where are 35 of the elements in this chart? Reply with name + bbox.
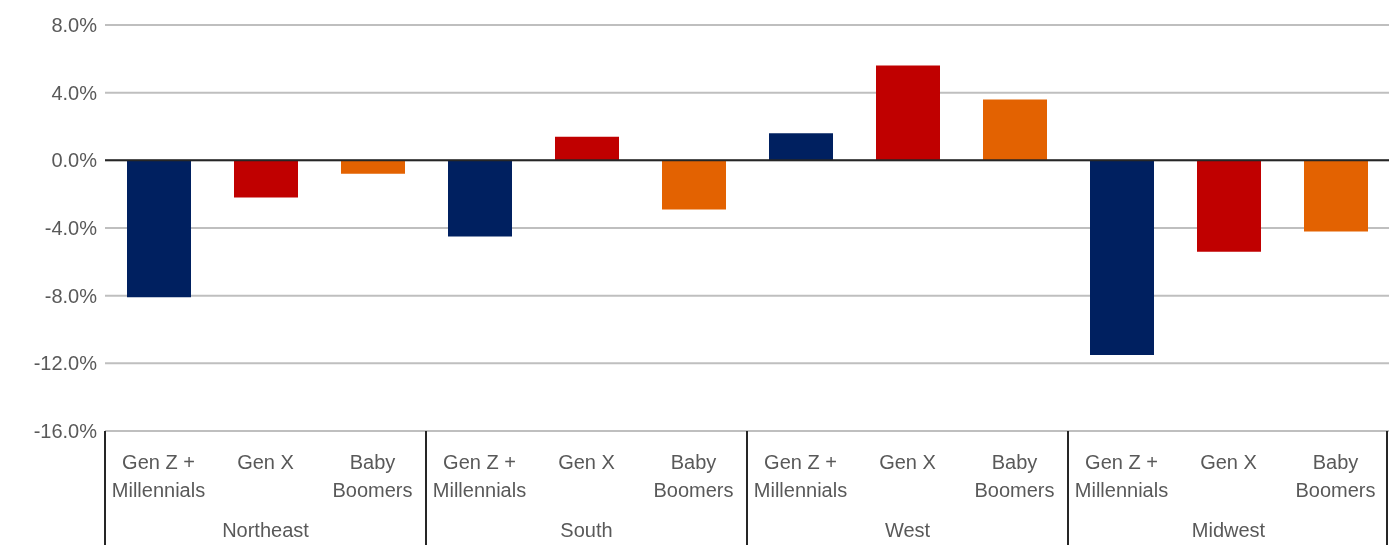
text: Midwest <box>1190 518 1267 543</box>
bar <box>876 65 940 161</box>
bar <box>1197 160 1261 252</box>
y-tick-label: -8.0% <box>44 284 98 307</box>
text: South <box>559 518 614 543</box>
bar <box>662 160 726 210</box>
bar <box>448 160 512 237</box>
bar <box>983 99 1047 161</box>
x-tick-label: Baby Boomers <box>974 451 1055 501</box>
bar <box>555 136 619 161</box>
x-tick-label: Baby Boomers <box>332 451 413 501</box>
y-tick-label: 4.0% <box>51 81 98 104</box>
x-tick-label: Gen Z + Millennials <box>111 451 206 501</box>
x-tick-label: Gen Z + Millennials <box>432 451 527 501</box>
x-tick-label: Gen X <box>558 451 615 473</box>
bar <box>234 160 298 198</box>
y-tick-label: -16.0% <box>33 420 98 443</box>
bar <box>341 160 405 174</box>
bar <box>127 160 191 298</box>
bar <box>1304 160 1368 232</box>
x-tick-label: Gen X <box>1200 451 1257 473</box>
x-tick-label: Gen Z + Millennials <box>1074 451 1169 501</box>
x-tick-label: Gen X <box>237 451 294 473</box>
text: Northeast <box>221 518 310 543</box>
bar <box>1090 160 1154 355</box>
bar <box>769 133 833 161</box>
x-tick-label: Baby Boomers <box>1295 451 1376 501</box>
y-tick-label: -4.0% <box>44 217 98 240</box>
y-tick-label: 0.0% <box>51 149 98 172</box>
y-tick-label: -12.0% <box>33 352 98 375</box>
x-tick-label: Gen X <box>879 451 936 473</box>
x-tick-label: Baby Boomers <box>653 451 734 501</box>
x-tick-label: Gen Z + Millennials <box>753 451 848 501</box>
text: West <box>883 518 932 543</box>
y-tick-label: 8.0% <box>51 14 98 37</box>
